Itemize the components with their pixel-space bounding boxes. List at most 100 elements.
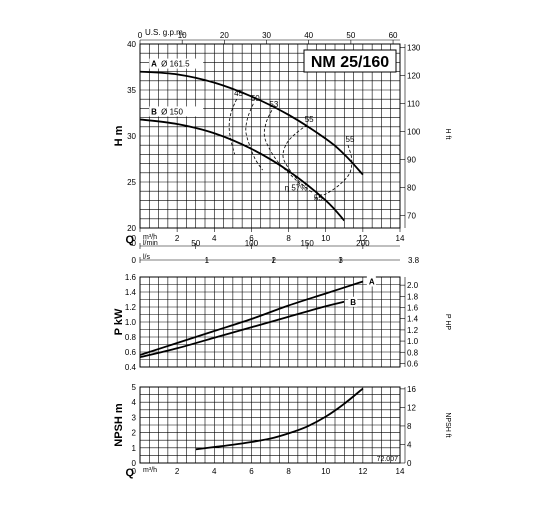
ft-tick-label: 100	[407, 128, 421, 137]
ft-tick-label: 80	[407, 184, 416, 193]
power-y-tick-label: 1.6	[125, 273, 137, 282]
npsh-q-tick-label: 6	[249, 467, 254, 476]
lmin-tick-label: 50	[191, 239, 200, 248]
q-tick-label: 2	[175, 234, 180, 243]
q-tick-label: 6	[249, 234, 254, 243]
efficiency-curve-53	[263, 110, 300, 185]
power-curve-label-bg	[348, 296, 358, 307]
efficiency-curve-55	[282, 124, 313, 194]
efficiency-label-45: 45	[234, 89, 243, 98]
npsh-q-tick-label: 12	[358, 467, 367, 476]
gpm-tick-label: 40	[304, 31, 313, 40]
ls-tick-label: 0	[132, 256, 137, 265]
ls-tick-label: 1	[205, 256, 210, 265]
head-frame	[139, 43, 401, 229]
q-zero-label: 0	[132, 234, 137, 243]
ft-tick-label: 120	[407, 72, 421, 81]
q-tick-label: 14	[396, 234, 405, 243]
head-curve-a	[139, 70, 364, 176]
hp-tick-label: 1.0	[407, 337, 419, 346]
gpm-tick-label: 50	[346, 31, 355, 40]
npsh-ft-axis-label: NPSH ft	[444, 412, 451, 437]
hp-tick-label: 1.8	[407, 292, 419, 301]
npsh-y-tick-label: 3	[132, 413, 137, 422]
efficiency-label-50: 50	[251, 94, 260, 103]
head-curve-label-bg	[149, 106, 204, 117]
lmin-axis-label: l/min	[143, 240, 158, 247]
q-tick-label: 12	[358, 234, 367, 243]
power-hp-axis-label: P HP	[444, 314, 451, 331]
npsh-curve	[195, 387, 364, 451]
power-y-axis-label: P kW	[113, 308, 125, 335]
q-unit-label: m³/h	[143, 234, 157, 241]
npsh-q-zero-label: 0	[132, 467, 137, 476]
npsh-ft-tick-label: 0	[407, 459, 412, 468]
power-y-tick-label: 1.2	[125, 303, 137, 312]
chart-title: NM 25/160	[311, 54, 389, 71]
q-tick-label: 8	[286, 234, 291, 243]
head-curve-a-diameter: Ø 161.5	[161, 60, 190, 69]
ls-tick-label: 2	[271, 256, 276, 265]
lmin-tick-label: 150	[300, 239, 314, 248]
ft-tick-label: 110	[407, 100, 420, 109]
power-y-tick-label: 1.0	[125, 318, 137, 327]
lmin-tick-label: 200	[356, 239, 370, 248]
power-y-tick-label: 0.8	[125, 333, 137, 342]
head-y-tick-label: 25	[127, 178, 136, 187]
q-axis-label: Q	[125, 234, 134, 246]
efficiency-annotation-55: 55	[314, 193, 323, 202]
ft-tick-label: 90	[407, 156, 416, 165]
ft-tick-label: 130	[407, 43, 421, 52]
ft-tick-label: 70	[407, 212, 416, 221]
head-y-tick-label: 40	[127, 40, 136, 49]
npsh-ft-tick-label: 4	[407, 440, 412, 449]
hp-tick-label: 0.8	[407, 348, 419, 357]
hp-tick-label: 2.0	[407, 281, 419, 290]
head-y-axis-label: H m	[113, 125, 125, 146]
npsh-q-tick-label: 10	[321, 467, 330, 476]
hp-tick-label: 1.2	[407, 326, 419, 335]
head-ft-axis-label: H ft	[444, 129, 451, 140]
head-curve-b	[139, 118, 345, 222]
efficiency-label-55: 55	[305, 115, 314, 124]
power-curve-a-label: A	[369, 278, 375, 287]
npsh-y-tick-label: 2	[132, 429, 137, 438]
head-curve-b-label: B	[151, 107, 157, 116]
power-curve-label-bg	[366, 276, 376, 287]
q-tick-label: 4	[212, 234, 217, 243]
gpm-axis-label: U.S. g.p.m.	[145, 28, 185, 37]
lmin-tick-label: 0	[132, 239, 137, 248]
gpm-tick-label: 10	[178, 31, 187, 40]
efficiency-annotation: η 57%	[285, 183, 308, 192]
gpm-tick-label: 60	[389, 31, 398, 40]
figure-code: 72.007	[377, 456, 399, 463]
head-y-tick-label: 35	[127, 86, 136, 95]
power-y-tick-label: 1.4	[125, 288, 137, 297]
efficiency-label-53: 53	[269, 100, 278, 109]
gpm-tick-label: 0	[138, 31, 143, 40]
npsh-ft-tick-label: 12	[407, 403, 416, 412]
hp-tick-label: 1.6	[407, 304, 419, 313]
npsh-y-tick-label: 5	[132, 383, 137, 392]
lmin-tick-label: 100	[245, 239, 259, 248]
npsh-q-tick-label: 4	[212, 467, 217, 476]
efficiency-label-55: 55	[346, 135, 355, 144]
npsh-ft-tick-label: 8	[407, 422, 412, 431]
power-curve-b	[139, 300, 345, 359]
ls-axis-label: l/s	[143, 254, 151, 261]
ls-extra-tick-label: 3.8	[408, 256, 420, 265]
npsh-y-tick-label: 1	[132, 444, 137, 453]
npsh-q-tick-label: 8	[286, 467, 291, 476]
npsh-y-axis-label: NPSH m	[113, 403, 125, 447]
npsh-q-axis-label: Q	[125, 467, 134, 479]
head-curve-b-diameter: Ø 150	[161, 107, 183, 116]
head-curve-a-label: A	[151, 60, 157, 69]
gpm-tick-label: 20	[220, 31, 229, 40]
hp-tick-label: 0.6	[407, 359, 419, 368]
q-tick-label: 10	[321, 234, 330, 243]
ls-tick-label: 3	[338, 256, 343, 265]
npsh-q-tick-label: 2	[175, 467, 180, 476]
head-y-tick-label: 20	[127, 224, 136, 233]
title-box	[303, 49, 397, 73]
